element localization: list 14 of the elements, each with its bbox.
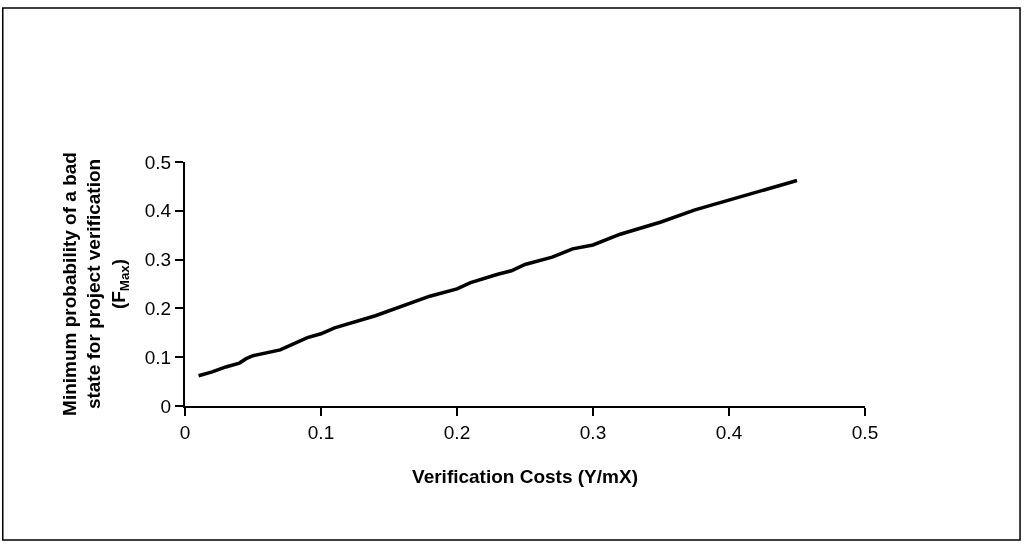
y-tick-label: 0.5 xyxy=(144,151,172,173)
x-tick-label: 0.2 xyxy=(443,421,471,443)
x-tick-label: 0.3 xyxy=(579,421,607,443)
y-tick-label: 0.4 xyxy=(144,200,172,222)
y-tick-label: 0.2 xyxy=(144,298,172,320)
y-tick-label: 0.1 xyxy=(144,346,172,368)
y-tick-label: 0.3 xyxy=(144,249,172,271)
x-tick-label: 0.4 xyxy=(715,421,743,443)
x-axis-title: Verification Costs (Y/mX) xyxy=(412,466,638,488)
y-tick-label: 0 xyxy=(160,395,172,417)
x-tick-label: 0.5 xyxy=(851,421,879,443)
x-tick-label: 0.1 xyxy=(307,421,335,443)
x-tick-label: 0 xyxy=(179,421,191,443)
line-series xyxy=(196,178,799,378)
